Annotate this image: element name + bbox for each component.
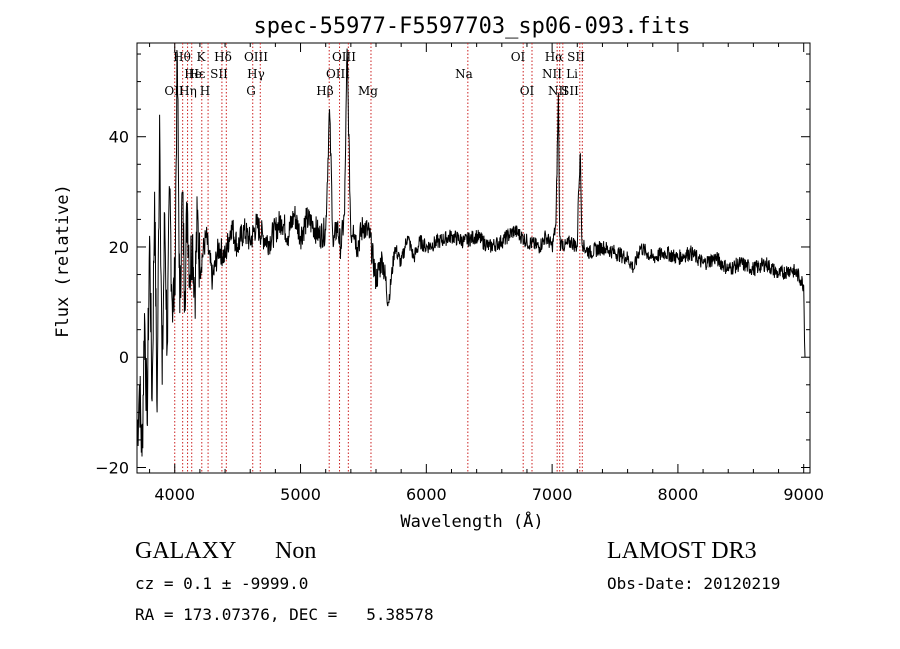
- line-label-14: OIII: [326, 67, 350, 81]
- x-tick-label: 7000: [532, 485, 573, 504]
- line-label-17: OI: [511, 50, 526, 64]
- x-axis-label: Wavelength (Å): [400, 510, 543, 532]
- y-axis-ticks: −20 0 20 40: [95, 53, 810, 477]
- line-label-1: OII: [164, 84, 184, 98]
- x-tick-label: 4000: [154, 485, 195, 504]
- line-label-3: Hη: [179, 84, 197, 98]
- line-label-13: OIII: [332, 50, 356, 64]
- line-label-4: K: [197, 50, 207, 64]
- line-label-24: SII: [561, 84, 579, 98]
- redshift-value: cz = 0.1 ± -9999.0: [135, 574, 309, 593]
- line-label-20: NII: [542, 67, 562, 81]
- line-label-10: Hγ: [247, 67, 265, 81]
- line-label-21: NII: [548, 84, 568, 98]
- line-label-2: He: [184, 67, 202, 81]
- line-label-9: OIII: [244, 50, 268, 64]
- y-axis-label: Flux (relative): [53, 184, 73, 338]
- x-tick-label: 5000: [280, 485, 321, 504]
- line-label-5: Hε: [189, 67, 206, 81]
- observation-date: Obs-Date: 20120219: [607, 574, 781, 593]
- survey-name: LAMOST DR3: [607, 538, 757, 564]
- y-tick-label: −20: [95, 458, 129, 477]
- x-tick-label: 9000: [783, 485, 824, 504]
- line-label-0: Hθ: [173, 50, 191, 64]
- line-label-16: Na: [455, 67, 473, 81]
- line-label-15: Mg: [358, 84, 378, 98]
- line-label-6: H: [200, 84, 210, 98]
- line-label-19: Hα: [545, 50, 564, 64]
- x-tick-label: 6000: [406, 485, 447, 504]
- chart-title: spec-55977-F5597703_sp06-093.fits: [253, 14, 690, 39]
- object-class: GALAXY: [135, 538, 237, 564]
- line-label-12: Hβ: [316, 84, 333, 98]
- line-label-8: SII: [210, 67, 228, 81]
- line-label-11: G: [246, 84, 256, 98]
- y-tick-label: 20: [109, 238, 129, 257]
- line-label-23: Li: [566, 67, 578, 81]
- coordinates: RA = 173.07376, DEC = 5.38578: [135, 605, 434, 624]
- x-axis-ticks: 4000 5000 6000 7000 8000 9000: [149, 43, 824, 504]
- line-label-18: OI: [520, 84, 535, 98]
- line-label-7: Hδ: [214, 50, 232, 64]
- y-tick-label: 0: [119, 348, 129, 367]
- line-label-22: SII: [567, 50, 585, 64]
- spectrum-line: [136, 48, 806, 457]
- plot-frame: [136, 42, 811, 474]
- emission-line-markers: [174, 43, 583, 473]
- x-tick-label: 8000: [658, 485, 699, 504]
- y-tick-label: 40: [109, 128, 129, 147]
- object-subclass: Non: [275, 538, 317, 564]
